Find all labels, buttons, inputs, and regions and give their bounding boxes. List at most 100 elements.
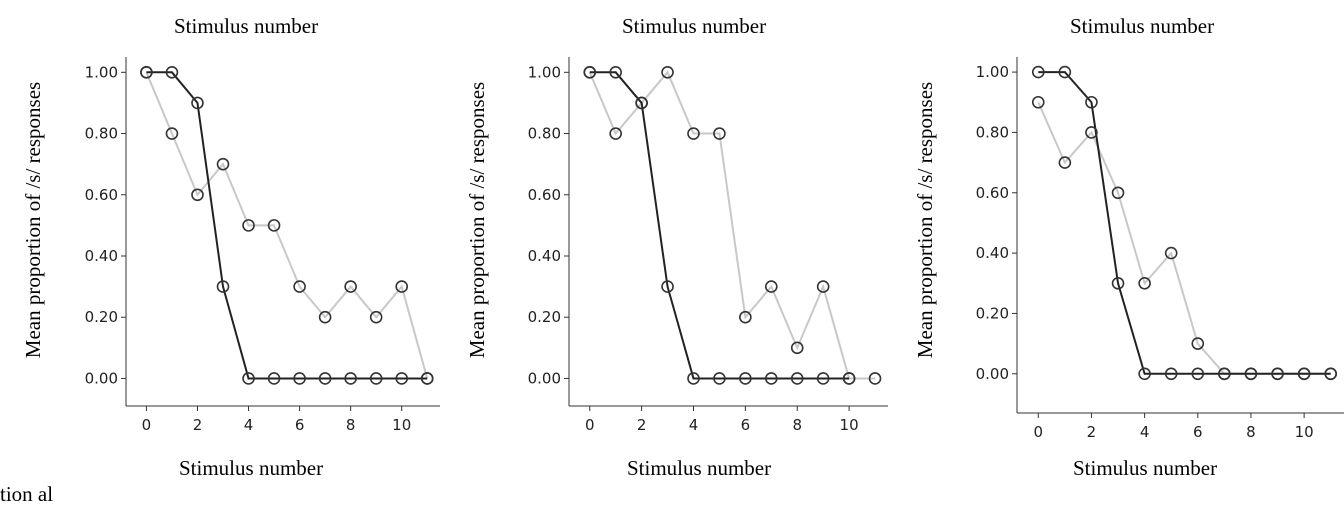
chart-1-top-title: Stimulus number: [174, 14, 319, 38]
x-tick-label: 2: [637, 416, 647, 434]
y-tick-label: 0.60: [528, 186, 561, 204]
y-tick-label: 0.20: [528, 308, 561, 326]
y-tick-label: 0.80: [976, 123, 1009, 141]
data-point: [344, 280, 357, 293]
chart-panel-1: 0.00 0.20 0.40 0.60 0.80 1.00 0 2 4 6 8 10 Mean prop…: [21, 57, 440, 434]
series-line-1: [1037, 101, 1331, 375]
data-point: [609, 66, 622, 79]
data-point: [1324, 367, 1338, 381]
data-point: [1164, 367, 1178, 381]
data-point: [1138, 276, 1151, 290]
chart-3-top-title: Stimulus number: [1070, 14, 1215, 38]
data-point: [318, 310, 332, 324]
data-point: [1058, 65, 1072, 79]
data-point: [868, 372, 882, 385]
data-point: [1031, 65, 1045, 79]
x-tick-label: 8: [792, 416, 802, 434]
y-tick-label: 1.00: [85, 63, 118, 81]
x-tick-label: 4: [1140, 423, 1150, 441]
data-point: [661, 66, 674, 79]
chart-panel-3: 0.00 0.20 0.40 0.60 0.80 1.00 0 2 4 6 8 10 Mean prop…: [913, 57, 1344, 441]
data-point: [140, 66, 153, 79]
data-point: [267, 372, 281, 385]
y-tick-label: 0.80: [85, 125, 118, 143]
x-tick-label: 6: [1193, 423, 1203, 441]
chart-1-bottom-title: Stimulus number: [179, 456, 324, 480]
data-point: [687, 127, 700, 140]
data-point: [216, 280, 230, 293]
y-tick-label: 0.40: [528, 247, 561, 265]
chart-2-top-title: Stimulus number: [622, 14, 767, 38]
data-point: [739, 372, 752, 385]
data-point: [344, 372, 357, 385]
data-point: [395, 280, 409, 293]
data-point: [790, 341, 804, 355]
data-point: [1111, 276, 1125, 290]
data-point: [1218, 367, 1231, 381]
series-line-2: [146, 71, 428, 380]
data-point: [661, 280, 674, 293]
data-point: [842, 372, 856, 385]
x-tick-label: 0: [142, 416, 152, 434]
y-tick-label: 0.00: [528, 369, 561, 387]
data-point: [816, 280, 830, 293]
data-point: [293, 372, 306, 385]
data-point: [165, 127, 179, 140]
data-point: [1297, 367, 1311, 381]
data-point: [713, 372, 726, 385]
data-point: [420, 372, 434, 385]
series-line-1: [588, 70, 876, 380]
x-tick-label: 10: [840, 416, 859, 434]
data-point: [713, 127, 726, 140]
x-tick-label: 2: [1087, 423, 1097, 441]
data-point: [165, 66, 179, 79]
data-point: [1164, 246, 1178, 260]
x-tick-label: 6: [741, 416, 751, 434]
data-point: [369, 310, 383, 324]
data-point: [764, 372, 778, 385]
series-line-2: [589, 71, 850, 380]
y-tick-label: 0.20: [85, 308, 118, 326]
data-point: [1244, 367, 1258, 381]
data-point: [687, 372, 700, 385]
y-tick-label: 0.80: [528, 125, 561, 143]
data-point: [790, 372, 804, 385]
data-point: [191, 188, 204, 202]
y-tick-label: 0.40: [85, 247, 118, 265]
data-point: [369, 372, 383, 385]
data-point: [318, 372, 332, 385]
data-point: [1031, 95, 1045, 109]
data-point: [267, 219, 281, 232]
y-tick-label: 1.00: [976, 63, 1009, 81]
data-point: [216, 157, 230, 171]
data-point: [816, 372, 830, 385]
data-point: [242, 372, 255, 385]
x-tick-label: 10: [392, 416, 411, 434]
series-line-1: [145, 71, 429, 379]
data-point: [242, 219, 255, 232]
chart-3-bottom-title: Stimulus number: [1073, 456, 1218, 480]
data-point: [1085, 95, 1098, 109]
y-tick-label: 0.60: [976, 184, 1009, 202]
y-tick-label: 0.00: [85, 369, 118, 387]
y-axis-label: Mean proportion of /s/ responses: [21, 82, 45, 358]
x-tick-label: 8: [346, 416, 356, 434]
data-point: [1191, 367, 1205, 381]
data-point: [609, 127, 622, 140]
y-tick-label: 0.20: [976, 304, 1009, 322]
data-point: [395, 372, 409, 385]
cut-off-text-fragment: tion al: [0, 482, 54, 506]
data-point: [1111, 186, 1125, 200]
data-point: [764, 280, 778, 293]
chart-2-bottom-title: Stimulus number: [627, 456, 772, 480]
data-point: [1138, 367, 1151, 381]
y-tick-label: 0.60: [85, 186, 118, 204]
x-tick-label: 4: [244, 416, 254, 434]
x-tick-label: 8: [1246, 423, 1256, 441]
data-point: [635, 96, 648, 110]
series-line-2: [1038, 71, 1331, 375]
x-tick-label: 4: [689, 416, 699, 434]
x-tick-label: 0: [585, 416, 595, 434]
y-axis-label: Mean proportion of /s/ responses: [465, 82, 489, 358]
x-tick-label: 2: [193, 416, 203, 434]
